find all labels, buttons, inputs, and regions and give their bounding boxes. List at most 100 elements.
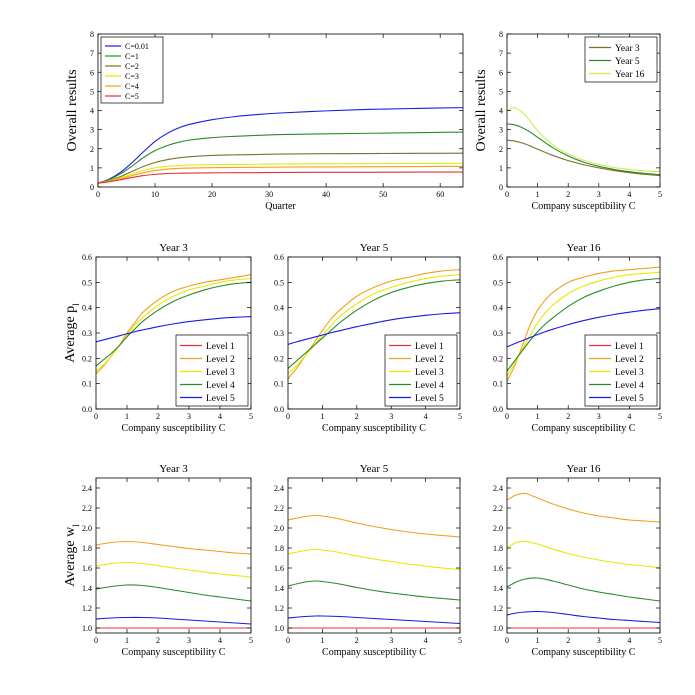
y-tick-label: 1.0 — [274, 624, 284, 633]
series-line-c-1 — [98, 131, 463, 184]
legend-label: Level 1 — [206, 342, 235, 352]
p-mid-2-series-group — [288, 269, 460, 409]
legend-box — [100, 36, 164, 104]
y-tick-label: 1.8 — [493, 544, 503, 553]
x-axis-label: Company susceptibility C — [122, 423, 226, 434]
series-line-level-3 — [507, 540, 660, 569]
x-tick-label: 3 — [187, 636, 191, 645]
y-tick-label: 2.2 — [82, 504, 92, 513]
series-line-level-2 — [507, 492, 660, 523]
x-tick-label: 50 — [379, 190, 387, 199]
x-axis-label: Company susceptibility C — [322, 647, 426, 658]
series-line-level-5 — [96, 616, 251, 625]
x-tick-label: 3 — [389, 412, 393, 421]
series-line-level-3 — [288, 548, 460, 571]
y-tick-label: 3 — [90, 126, 94, 135]
legend: C=0.01C=1C=2C=3C=4C=5 — [100, 36, 164, 104]
y-tick-label: 8 — [90, 30, 94, 39]
x-tick-label: 3 — [597, 412, 601, 421]
legend-label: C=5 — [125, 92, 139, 101]
y-tick-label: 0.2 — [493, 354, 503, 363]
y-tick-label: 5 — [90, 87, 94, 96]
x-tick-label: 3 — [187, 412, 191, 421]
x-tick-label: 0 — [505, 412, 509, 421]
series-line-c-4 — [98, 165, 463, 184]
x-tick-label: 0 — [94, 412, 98, 421]
panel-title: Year 3 — [159, 463, 188, 475]
y-tick-label: 2 — [499, 145, 503, 154]
y-tick-label: 0.2 — [82, 354, 92, 363]
x-tick-label: 0 — [505, 190, 509, 199]
y-tick-label: 0.0 — [82, 405, 92, 414]
legend-box — [175, 334, 249, 407]
legend-label: Level 4 — [415, 381, 444, 391]
y-tick-label: 0.5 — [274, 278, 284, 287]
y-tick-label: 2.4 — [493, 484, 503, 493]
y-tick-label: 4 — [499, 107, 503, 116]
p-mid-3-series-group — [507, 266, 660, 409]
x-tick-label: 20 — [208, 190, 216, 199]
x-tick-label: 4 — [627, 190, 631, 199]
y-axis-label-subscript: l — [71, 524, 81, 527]
x-tick-label: 1 — [125, 636, 129, 645]
y-tick-label: 2.0 — [493, 524, 503, 533]
y-tick-label: 5 — [499, 87, 503, 96]
series-line-year-3 — [507, 139, 660, 177]
x-axis-label: Company susceptibility C — [122, 647, 226, 658]
x-tick-label: 60 — [436, 190, 444, 199]
legend-box — [584, 36, 658, 83]
y-tick-label: 1.8 — [82, 544, 92, 553]
x-tick-label: 3 — [597, 190, 601, 199]
p-bot-2-series-group — [288, 514, 460, 629]
legend-label: Level 1 — [415, 342, 444, 352]
x-tick-label: 3 — [597, 636, 601, 645]
y-tick-label: 0.6 — [274, 253, 284, 262]
y-tick-label: 2 — [90, 145, 94, 154]
series-line-level-3 — [288, 274, 460, 374]
series-line-level-5 — [507, 610, 660, 624]
p-mid-3-panel: 0 1 2 3 4 5 0.0 0.1 0.2 0.3 0.4 0.5 0.6 Company susce… — [493, 242, 662, 434]
y-tick-label: 6 — [499, 68, 503, 77]
x-tick-label: 4 — [627, 636, 631, 645]
y-tick-label: 0.3 — [493, 329, 503, 338]
x-axis-label: Company susceptibility C — [532, 423, 636, 434]
plot-frame — [287, 477, 461, 634]
plot-frame — [95, 477, 252, 634]
y-tick-label: 2.2 — [274, 504, 284, 513]
series-line-level-5 — [288, 312, 460, 345]
legend-label: Level 3 — [415, 368, 444, 378]
panel-title: Year 16 — [566, 242, 601, 254]
x-tick-label: 1 — [536, 412, 540, 421]
x-tick-label: 5 — [658, 190, 662, 199]
y-tick-label: 0.1 — [82, 380, 92, 389]
legend-label: Level 3 — [206, 368, 235, 378]
y-tick-label: 1.6 — [493, 564, 503, 573]
y-tick-label: 2.4 — [274, 484, 284, 493]
y-tick-label: 1.0 — [493, 624, 503, 633]
legend-box — [384, 334, 458, 407]
series-line-year-16 — [507, 107, 660, 173]
x-tick-label: 4 — [218, 412, 222, 421]
y-tick-label: 6 — [90, 68, 94, 77]
series-line-level-5 — [96, 315, 251, 343]
series-line-level-3 — [507, 271, 660, 377]
x-tick-label: 4 — [627, 412, 631, 421]
series-line-c-2 — [98, 152, 463, 184]
y-tick-label: 0.1 — [274, 380, 284, 389]
series-line-level-4 — [507, 577, 660, 602]
y-axis-label: Average pl — [63, 303, 81, 363]
y-tick-label: 0.2 — [274, 354, 284, 363]
x-tick-label: 4 — [424, 412, 428, 421]
y-tick-label: 7 — [499, 49, 503, 58]
x-tick-label: 1 — [125, 412, 129, 421]
x-axis-label: Quarter — [265, 201, 296, 212]
legend-label: Level 2 — [615, 355, 644, 365]
x-tick-label: 2 — [156, 412, 160, 421]
x-tick-label: 5 — [458, 636, 462, 645]
y-tick-label: 2.0 — [82, 524, 92, 533]
series-line-c-3 — [98, 162, 463, 184]
x-tick-label: 1 — [320, 636, 324, 645]
y-tick-label: 0.6 — [82, 253, 92, 262]
legend-box — [584, 334, 658, 407]
